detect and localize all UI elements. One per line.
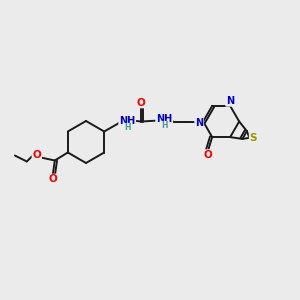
Text: NH: NH: [156, 115, 172, 124]
Text: H: H: [161, 122, 167, 130]
Text: O: O: [137, 98, 146, 107]
Text: NH: NH: [119, 116, 135, 127]
Text: S: S: [250, 133, 257, 143]
Text: O: O: [48, 175, 57, 184]
Text: N: N: [226, 96, 234, 106]
Text: O: O: [204, 150, 213, 160]
Text: H: H: [124, 124, 130, 133]
Text: O: O: [32, 151, 41, 160]
Text: N: N: [195, 118, 203, 128]
